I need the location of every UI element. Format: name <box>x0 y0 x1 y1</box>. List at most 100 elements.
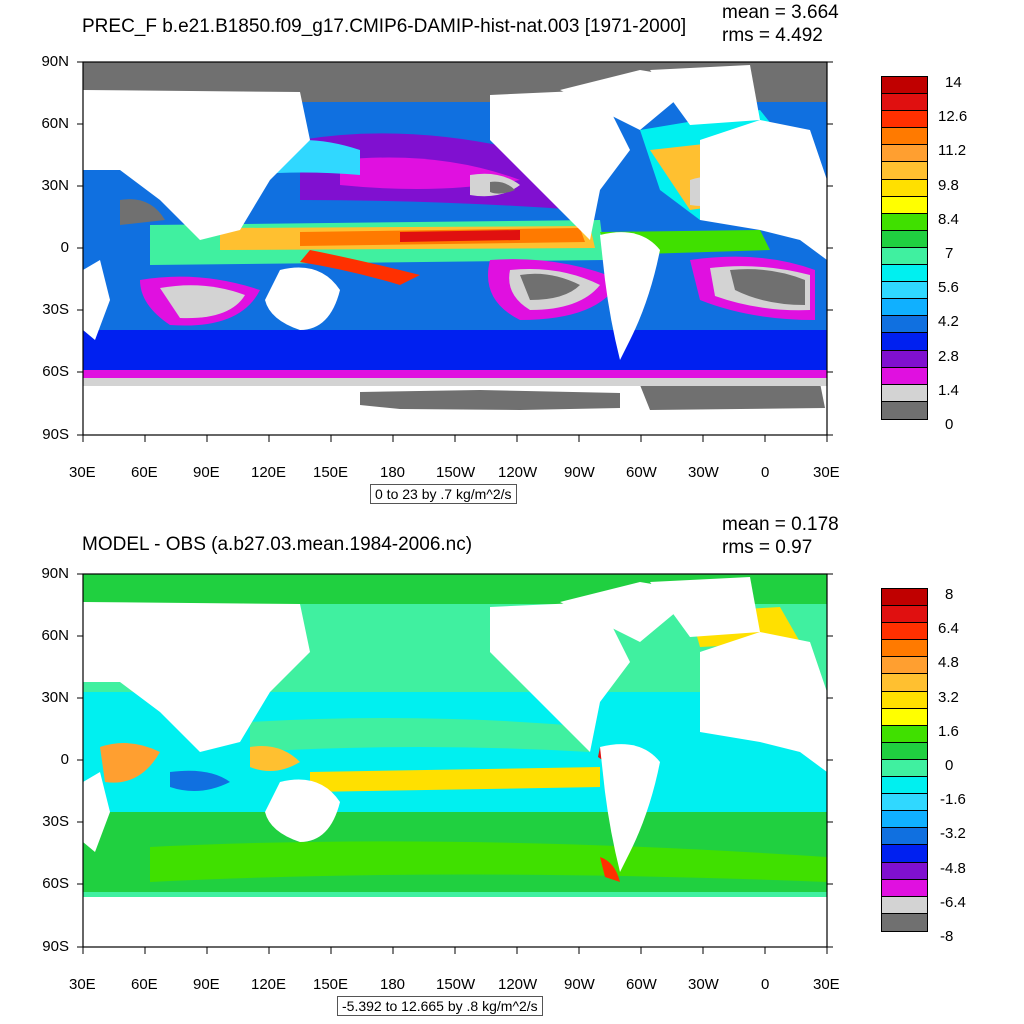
top-lat-label: 60S <box>42 363 69 380</box>
colorbar-swatch <box>882 691 927 709</box>
colorbar-label: 4.8 <box>938 654 959 672</box>
bottom-lon-label: 150E <box>313 976 349 993</box>
top-lat-label: 0 <box>60 239 69 256</box>
top-lon-label: 120W <box>498 464 538 481</box>
colorbar-swatch <box>882 299 927 317</box>
colorbar-swatch <box>882 265 927 283</box>
colorbar-label: 4.2 <box>938 313 959 331</box>
colorbar-label: 1.4 <box>938 381 959 399</box>
top-lat-label: 90S <box>42 426 69 443</box>
bottom-lat-label: 60S <box>42 875 69 892</box>
top-panel-title: PREC_F b.e21.B1850.f09_g17.CMIP6-DAMIP-h… <box>82 16 687 37</box>
colorbar-swatch <box>882 247 927 266</box>
bottom-lon-label: 30E <box>813 976 840 993</box>
bottom-lon-label: 120W <box>498 976 538 993</box>
colorbar-swatch <box>882 657 927 675</box>
bottom-map-plot <box>77 573 833 954</box>
colorbar-swatch <box>882 606 927 624</box>
colorbar-label: 9.8 <box>938 176 959 194</box>
top-lon-label: 90W <box>564 464 595 481</box>
bottom-lat-label: 0 <box>60 751 69 768</box>
colorbar-swatch <box>882 640 927 658</box>
colorbar-swatch <box>882 725 927 743</box>
colorbar-swatch <box>882 589 927 607</box>
colorbar-label: 0 <box>945 757 954 774</box>
colorbar-swatch <box>882 196 927 214</box>
colorbar-swatch <box>882 333 927 351</box>
colorbar-swatch <box>882 879 927 897</box>
colorbar-swatch <box>882 401 927 419</box>
colorbar-swatch <box>882 896 927 914</box>
top-lon-label: 0 <box>761 464 770 481</box>
bottom-lon-label: 90E <box>193 976 220 993</box>
bottom-lat-ticks <box>77 573 833 948</box>
colorbar-label: 5.6 <box>938 279 959 297</box>
colorbar-label: 8 <box>945 586 954 603</box>
top-lon-label: 30W <box>688 464 719 481</box>
colorbar-label: -4.8 <box>940 859 966 877</box>
top-lon-label: 60W <box>626 464 657 481</box>
colorbar-label: 8.4 <box>938 210 959 228</box>
colorbar-swatch <box>882 213 927 231</box>
colorbar-label: 14 <box>945 74 962 91</box>
top-colorbar <box>881 76 928 420</box>
bottom-lat-label: 30S <box>42 813 69 830</box>
colorbar-label: 6.4 <box>938 620 959 638</box>
colorbar-swatch <box>882 316 927 334</box>
colorbar-swatch <box>882 94 927 112</box>
colorbar-swatch <box>882 759 927 778</box>
bottom-lon-label: 180 <box>380 976 406 993</box>
top-lat-ticks <box>77 61 833 436</box>
top-lat-label: 60N <box>41 115 69 132</box>
bottom-rms-stat: rms = 0.97 <box>722 537 813 558</box>
bottom-lon-label: 120E <box>251 976 287 993</box>
top-map-panel: PREC_F b.e21.B1850.f09_g17.CMIP6-DAMIP-h… <box>41 2 967 504</box>
top-lon-label: 30E <box>69 464 96 481</box>
colorbar-swatch <box>882 77 927 95</box>
colorbar-swatch <box>882 845 927 863</box>
colorbar-label: 2.8 <box>938 347 959 365</box>
top-contour-range: 0 to 23 by .7 kg/m^2/s <box>370 484 517 504</box>
colorbar-label: -1.6 <box>940 791 966 809</box>
top-lat-label: 30N <box>41 177 69 194</box>
colorbar-label: 3.2 <box>938 688 959 706</box>
colorbar-swatch <box>882 913 927 931</box>
bottom-lat-label: 60N <box>41 627 69 644</box>
bottom-diff-field <box>83 574 827 947</box>
bottom-colorbar <box>881 588 928 932</box>
colorbar-swatch <box>882 230 927 248</box>
colorbar-label: -3.2 <box>940 825 966 843</box>
top-lon-label: 120E <box>251 464 287 481</box>
colorbar-swatch <box>882 282 927 300</box>
colorbar-swatch <box>882 794 927 812</box>
colorbar-swatch <box>882 862 927 880</box>
top-lon-label: 150E <box>313 464 349 481</box>
bottom-lon-label: 60W <box>626 976 657 993</box>
top-lon-label: 90E <box>193 464 220 481</box>
colorbar-swatch <box>882 777 927 795</box>
bottom-lon-label: 30E <box>69 976 96 993</box>
bottom-lon-label: 30W <box>688 976 719 993</box>
colorbar-swatch <box>882 367 927 385</box>
top-mean-stat: mean = 3.664 <box>722 2 839 23</box>
bottom-contour-range: -5.392 to 12.665 by .8 kg/m^2/s <box>337 996 543 1016</box>
bottom-lon-label: 60E <box>131 976 158 993</box>
colorbar-label: 0 <box>945 416 954 433</box>
bottom-lat-label: 90N <box>41 565 69 582</box>
top-map-plot <box>77 61 833 442</box>
top-lat-label: 90N <box>41 53 69 70</box>
colorbar-swatch <box>882 128 927 146</box>
colorbar-swatch <box>882 828 927 846</box>
top-lon-label: 30E <box>813 464 840 481</box>
colorbar-swatch <box>882 384 927 402</box>
colorbar-swatch <box>882 708 927 726</box>
top-lon-label: 150W <box>436 464 476 481</box>
colorbar-swatch <box>882 145 927 163</box>
colorbar-swatch <box>882 162 927 180</box>
colorbar-swatch <box>882 179 927 197</box>
colorbar-swatch <box>882 350 927 368</box>
top-rms-stat: rms = 4.492 <box>722 25 823 46</box>
bottom-lon-label: 90W <box>564 976 595 993</box>
bottom-lon-label: 0 <box>761 976 770 993</box>
colorbar-label: -6.4 <box>940 893 966 911</box>
